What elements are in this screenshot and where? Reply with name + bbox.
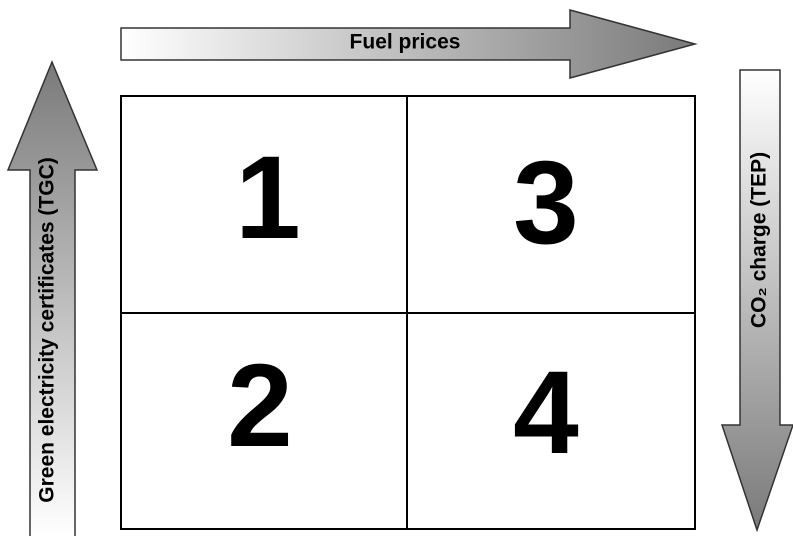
cell-label: 3 bbox=[513, 137, 579, 269]
cell-label: 1 bbox=[235, 132, 301, 264]
left-arrow-label: Green electricity certificates (TGC) bbox=[36, 157, 59, 502]
right-arrow-label: CO₂ charge (TEP) bbox=[748, 152, 771, 328]
top-arrow-label: Fuel prices bbox=[350, 31, 461, 54]
left-arrow bbox=[6, 60, 99, 536]
cell-label: 2 bbox=[227, 340, 293, 472]
right-arrow bbox=[720, 69, 793, 533]
cell-label: 4 bbox=[513, 347, 579, 479]
top-arrow bbox=[120, 9, 698, 79]
